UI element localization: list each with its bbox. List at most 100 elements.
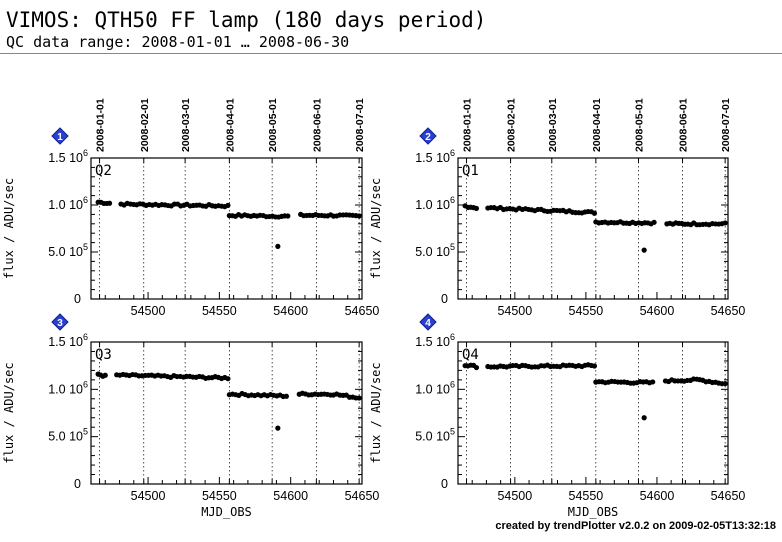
x-tick-label: 54600 <box>640 489 675 503</box>
data-point <box>473 205 480 212</box>
panel-label: Q1 <box>462 163 479 179</box>
y-tick-label: 5.0 105 <box>48 427 88 444</box>
x-tick-label: 54650 <box>345 304 380 318</box>
plot-frame <box>90 157 363 300</box>
y-tick-label: 1.0 106 <box>48 195 88 212</box>
panel-number-badge: 3 <box>51 313 69 331</box>
x-tick-label: 54550 <box>569 489 604 503</box>
x-tick-label: 54600 <box>273 304 308 318</box>
y-tick-label: 1.5 106 <box>415 148 455 165</box>
y-tick-label: 0 <box>74 477 81 491</box>
x-tick-label: 54650 <box>711 489 746 503</box>
y-axis-label: flux / ADU/sec <box>2 178 16 279</box>
y-tick-label: 1.0 106 <box>415 379 455 396</box>
date-tick-label: 2008-03-01 <box>547 98 559 152</box>
outlier-point <box>641 247 647 253</box>
date-tick-label: 2008-02-01 <box>139 98 151 152</box>
panel-number-badge: 1 <box>51 127 69 145</box>
panel-3: 54500 54550 54600 54650 0 5.0 105 1.0 106 1.5 1… <box>2 313 380 519</box>
y-tick-label: 0 <box>74 292 81 306</box>
panel-number-badge: 4 <box>419 313 437 331</box>
badge-number: 4 <box>425 318 431 329</box>
panel-2: 2008-01-01 2008-02-01 2008-03-01 2008-04-01… <box>369 98 745 318</box>
plot-frame <box>90 341 363 485</box>
plot-frame <box>457 341 729 485</box>
date-tick-label: 2008-06-01 <box>678 98 690 152</box>
date-tick-label: 2008-07-01 <box>720 98 732 152</box>
panel-label: Q3 <box>95 347 112 363</box>
date-tick-label: 2008-07-01 <box>354 98 366 152</box>
x-tick-label: 54550 <box>569 304 604 318</box>
badge-diamond <box>51 127 69 145</box>
x-tick-label: 54500 <box>131 489 166 503</box>
panel-label: Q2 <box>95 163 112 179</box>
panel-label: Q4 <box>462 347 479 363</box>
badge-number: 3 <box>57 318 63 329</box>
data-point <box>285 213 291 219</box>
x-tick-label: 54600 <box>273 489 308 503</box>
x-tick-label: 54600 <box>640 304 675 318</box>
page-title: VIMOS: QTH50 FF lamp (180 days period) <box>6 8 487 32</box>
badge-diamond <box>419 127 437 145</box>
data-point <box>102 372 108 378</box>
badge-number: 2 <box>425 132 431 143</box>
data-point <box>356 213 362 219</box>
data-point <box>283 393 290 399</box>
data-point <box>591 363 598 369</box>
x-tick-label: 54550 <box>202 489 237 503</box>
outlier-point <box>275 243 281 249</box>
panel-number-badge: 2 <box>419 127 437 145</box>
header-divider <box>0 53 782 54</box>
date-tick-label: 2008-03-01 <box>180 98 192 152</box>
y-tick-label: 0 <box>441 477 448 491</box>
y-axis-label: flux / ADU/sec <box>2 362 16 463</box>
data-point <box>356 395 362 401</box>
outlier-point <box>641 415 647 421</box>
badge-number: 1 <box>57 132 63 143</box>
data-point <box>650 379 656 385</box>
y-tick-label: 1.0 106 <box>48 379 88 396</box>
y-tick-label: 1.5 106 <box>415 332 455 349</box>
panel-4: 54500 54550 54600 54650 0 5.0 105 1.0 106 1.5 1… <box>369 313 746 519</box>
x-tick-label: 54650 <box>711 304 746 318</box>
page-subtitle: QC data range: 2008-01-01 … 2008-06-30 <box>6 33 350 51</box>
panel-1: 2008-01-01 2008-02-01 2008-03-01 2008-04-01… <box>2 98 379 318</box>
data-point <box>591 210 598 216</box>
data-point <box>225 202 231 208</box>
date-tick-label: 2008-01-01 <box>462 98 474 152</box>
x-tick-label: 54500 <box>497 489 532 503</box>
x-tick-label: 54500 <box>131 304 166 318</box>
data-point <box>225 376 231 382</box>
badge-diamond <box>419 313 437 331</box>
y-tick-label: 1.0 106 <box>415 195 455 212</box>
x-tick-label: 54650 <box>345 489 380 503</box>
date-tick-label: 2008-04-01 <box>224 98 236 152</box>
y-tick-label: 0 <box>441 292 448 306</box>
date-tick-label: 2008-06-01 <box>311 98 323 152</box>
y-axis-label: flux / ADU/sec <box>369 362 383 463</box>
x-axis-label: MJD_OBS <box>568 505 619 519</box>
data-point <box>473 364 480 371</box>
data-point <box>722 220 728 226</box>
badge-diamond <box>51 313 69 331</box>
plot-frame <box>457 157 729 300</box>
y-tick-label: 1.5 106 <box>48 332 88 349</box>
footer-credit: created by trendPlotter v2.0.2 on 2009-0… <box>495 520 776 532</box>
y-tick-label: 5.0 105 <box>48 242 88 259</box>
date-tick-label: 2008-05-01 <box>633 98 645 152</box>
y-axis-label: flux / ADU/sec <box>369 178 383 279</box>
date-tick-label: 2008-05-01 <box>267 98 279 152</box>
y-tick-label: 5.0 105 <box>415 242 455 259</box>
data-point <box>722 381 728 387</box>
date-tick-label: 2008-01-01 <box>95 98 107 152</box>
data-point <box>106 200 113 206</box>
y-tick-label: 5.0 105 <box>415 427 455 444</box>
y-tick-label: 1.5 106 <box>48 148 88 165</box>
date-tick-label: 2008-04-01 <box>591 98 603 152</box>
data-point <box>651 219 657 225</box>
date-tick-label: 2008-02-01 <box>506 98 518 152</box>
x-axis-label: MJD_OBS <box>201 505 252 519</box>
x-tick-label: 54500 <box>497 304 532 318</box>
outlier-point <box>275 425 281 431</box>
